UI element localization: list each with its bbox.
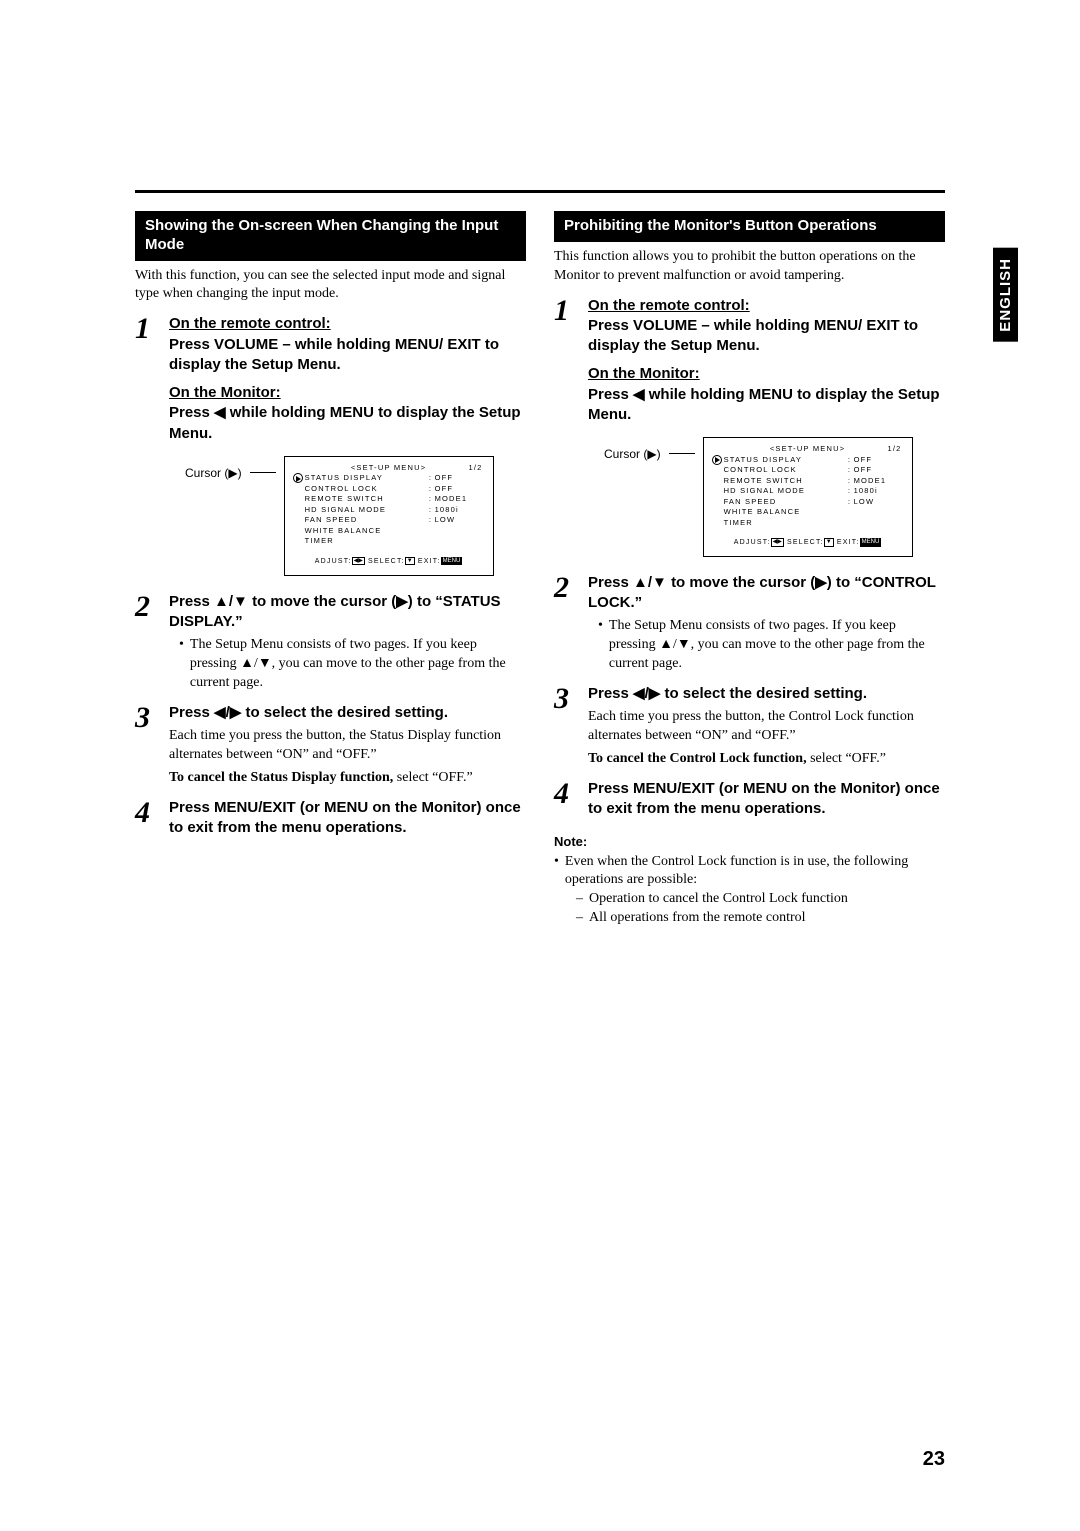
menu-row: REMOTE SWITCH:MODE1 — [293, 494, 485, 505]
page-number: 23 — [923, 1448, 945, 1471]
menu-row: WHITE BALANCE — [293, 526, 485, 537]
right-step-4: 4 Press MENU/EXIT (or MENU on the Monito… — [554, 779, 945, 820]
note-dash-1: –Operation to cancel the Control Lock fu… — [554, 890, 945, 909]
right-step-1: 1 On the remote control: Press VOLUME – … — [554, 296, 945, 563]
step-4-title: Press MENU/EXIT (or MENU on the Monitor)… — [169, 798, 526, 839]
step-3-cancel: To cancel the Status Display function, s… — [169, 769, 526, 788]
menu-row: FAN SPEED:LOW — [712, 497, 904, 508]
menu-page: 1/2 — [888, 444, 902, 455]
leader-line — [250, 472, 276, 473]
menu-row: HD SIGNAL MODE:1080i — [712, 486, 904, 497]
note-dash-2: –All operations from the remote control — [554, 909, 945, 928]
menu-row: STATUS DISPLAY:OFF — [712, 455, 904, 466]
left-step-4: 4 Press MENU/EXIT (or MENU on the Monito… — [135, 798, 526, 839]
step-2-title: Press ▲/▼ to move the cursor (▶) to “CON… — [588, 573, 945, 614]
leader-line — [669, 453, 695, 454]
step-number: 4 — [135, 798, 157, 828]
step-1-title: On the remote control: Press VOLUME – wh… — [588, 296, 945, 357]
left-intro: With this function, you can see the sele… — [135, 267, 526, 305]
step-number: 4 — [554, 779, 576, 809]
cursor-icon — [712, 455, 722, 465]
cursor-icon — [293, 473, 303, 483]
left-step-1: 1 On the remote control: Press VOLUME – … — [135, 314, 526, 581]
menu-row: TIMER — [293, 536, 485, 547]
left-section-header: Showing the On-screen When Changing the … — [135, 211, 526, 261]
step-2-bullet: •The Setup Menu consists of two pages. I… — [588, 617, 945, 674]
setup-menu-figure-right: Cursor (▶) <SET-UP MENU> 1/2 STATUS DISP… — [604, 437, 945, 557]
content-columns: Showing the On-screen When Changing the … — [135, 211, 945, 928]
right-section-header: Prohibiting the Monitor's Button Operati… — [554, 211, 945, 242]
step-1-title: On the remote control: Press VOLUME – wh… — [169, 314, 526, 375]
menu-page: 1/2 — [469, 463, 483, 474]
menu-rows: STATUS DISPLAY:OFFCONTROL LOCK:OFFREMOTE… — [293, 473, 485, 547]
step-3-cancel: To cancel the Control Lock function, sel… — [588, 750, 945, 769]
cursor-label: Cursor (▶) — [604, 437, 661, 461]
left-column: Showing the On-screen When Changing the … — [135, 211, 526, 928]
step-3-title: Press ◀/▶ to select the desired setting. — [169, 703, 526, 723]
menu-row: STATUS DISPLAY:OFF — [293, 473, 485, 484]
step-3-sub: Each time you press the button, the Cont… — [588, 708, 945, 746]
right-column: Prohibiting the Monitor's Button Operati… — [554, 211, 945, 928]
step-number: 3 — [554, 684, 576, 714]
step-number: 2 — [554, 573, 576, 603]
step-number: 1 — [135, 314, 157, 344]
right-step-2: 2 Press ▲/▼ to move the cursor (▶) to “C… — [554, 573, 945, 674]
menu-rows: STATUS DISPLAY:OFFCONTROL LOCK:OFFREMOTE… — [712, 455, 904, 529]
step-1-monitor: On the Monitor: Press ◀ while holding ME… — [169, 383, 526, 444]
cursor-label: Cursor (▶) — [185, 456, 242, 480]
step-3-title: Press ◀/▶ to select the desired setting. — [588, 684, 945, 704]
step-number: 1 — [554, 296, 576, 326]
menu-row: CONTROL LOCK:OFF — [293, 484, 485, 495]
step-number: 2 — [135, 592, 157, 622]
setup-menu-box: <SET-UP MENU> 1/2 STATUS DISPLAY:OFFCONT… — [284, 456, 494, 576]
left-step-2: 2 Press ▲/▼ to move the cursor (▶) to “S… — [135, 592, 526, 693]
note-heading: Note: — [554, 834, 945, 849]
menu-row: FAN SPEED:LOW — [293, 515, 485, 526]
step-2-bullet: •The Setup Menu consists of two pages. I… — [169, 636, 526, 693]
setup-menu-box: <SET-UP MENU> 1/2 STATUS DISPLAY:OFFCONT… — [703, 437, 913, 557]
right-step-3: 3 Press ◀/▶ to select the desired settin… — [554, 684, 945, 769]
step-3-sub: Each time you press the button, the Stat… — [169, 727, 526, 765]
menu-row: CONTROL LOCK:OFF — [712, 465, 904, 476]
menu-row: TIMER — [712, 518, 904, 529]
language-tab: ENGLISH — [993, 248, 1018, 342]
menu-title: <SET-UP MENU> — [770, 444, 845, 455]
right-intro: This function allows you to prohibit the… — [554, 248, 945, 286]
menu-row: REMOTE SWITCH:MODE1 — [712, 476, 904, 487]
step-number: 3 — [135, 703, 157, 733]
note-bullet: •Even when the Control Lock function is … — [554, 853, 945, 891]
step-2-title: Press ▲/▼ to move the cursor (▶) to “STA… — [169, 592, 526, 633]
menu-row: WHITE BALANCE — [712, 507, 904, 518]
step-1-monitor: On the Monitor: Press ◀ while holding ME… — [588, 364, 945, 425]
page-rule — [135, 190, 945, 193]
menu-title: <SET-UP MENU> — [351, 463, 426, 474]
menu-footer: ADJUST:◀▶ SELECT:▼ EXIT:MENU — [293, 557, 485, 567]
menu-footer: ADJUST:◀▶ SELECT:▼ EXIT:MENU — [712, 538, 904, 548]
menu-row: HD SIGNAL MODE:1080i — [293, 505, 485, 516]
setup-menu-figure-left: Cursor (▶) <SET-UP MENU> 1/2 STATUS DISP… — [185, 456, 526, 576]
left-step-3: 3 Press ◀/▶ to select the desired settin… — [135, 703, 526, 788]
step-4-title: Press MENU/EXIT (or MENU on the Monitor)… — [588, 779, 945, 820]
